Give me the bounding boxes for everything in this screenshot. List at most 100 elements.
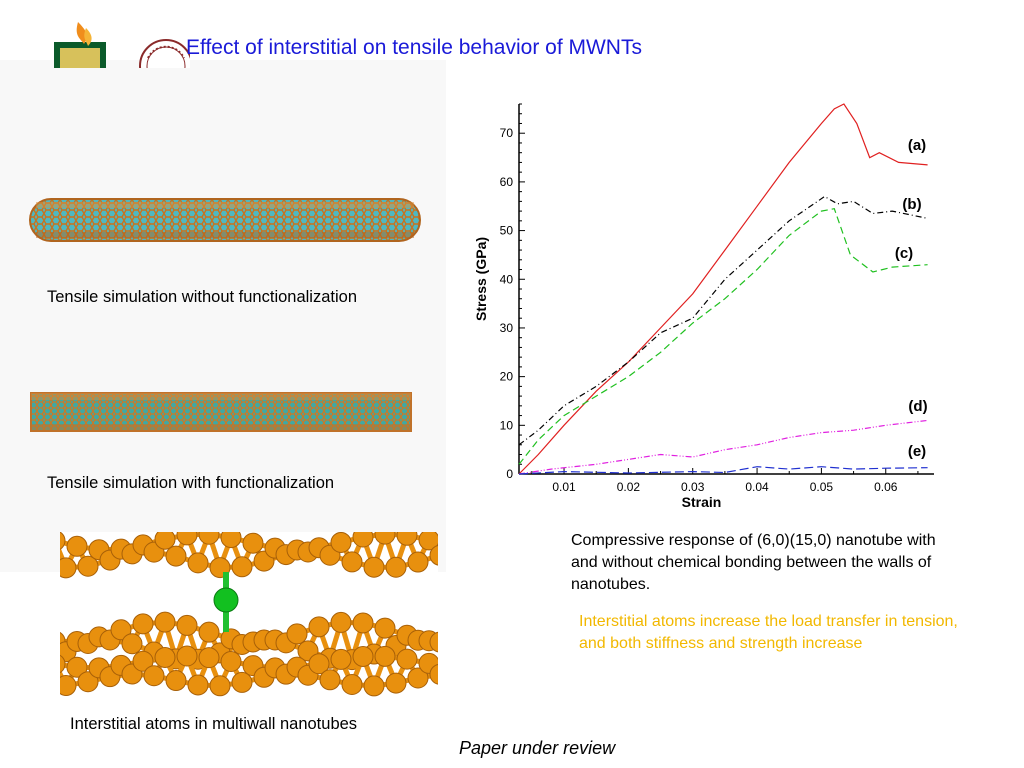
carbon-atom xyxy=(154,532,176,550)
carbon-atom-lattice xyxy=(60,532,438,697)
y-tick-label: 70 xyxy=(500,126,514,140)
carbon-atom xyxy=(363,675,385,697)
carbon-atom xyxy=(374,617,396,639)
x-tick-label: 0.05 xyxy=(810,480,834,494)
carbon-atom xyxy=(341,551,363,573)
y-tick-label: 40 xyxy=(500,272,514,286)
university-logos xyxy=(54,22,190,68)
series-line-0 xyxy=(518,103,928,475)
x-tick-label: 0.03 xyxy=(681,480,705,494)
carbon-atom xyxy=(60,654,66,674)
interstitial-conclusion-text: Interstitial atoms increase the load tra… xyxy=(579,613,958,652)
carbon-atom xyxy=(308,653,330,675)
carbon-atom xyxy=(220,532,242,549)
chart-series xyxy=(518,103,928,475)
caption-with-functionalization: Tensile simulation with functionalizatio… xyxy=(47,474,335,492)
y-axis-label: Stress (GPa) xyxy=(473,237,489,321)
carbon-atom xyxy=(143,665,165,687)
carbon-atom xyxy=(396,648,418,670)
carbon-atom xyxy=(132,613,154,635)
y-tick-label: 50 xyxy=(500,224,514,238)
carbon-atom xyxy=(242,532,264,554)
carbon-atom xyxy=(231,671,253,693)
stress-strain-chart: 0 10 20 30 40 50 60 70 0.01 0.02 0.03 0.04 0.05 0.06 S… xyxy=(473,103,934,510)
carbon-atom xyxy=(429,631,438,653)
carbon-atom xyxy=(60,557,77,579)
interstitial-atoms-image xyxy=(60,532,438,698)
carbon-atom xyxy=(66,535,88,557)
carbon-atom xyxy=(121,633,143,655)
carbon-atom xyxy=(110,619,132,641)
y-tick-label: 10 xyxy=(500,418,514,432)
carbon-atom xyxy=(176,614,198,636)
series-label-0: (a) xyxy=(908,137,926,154)
carbon-atom xyxy=(352,645,374,667)
x-tick-label: 0.04 xyxy=(745,480,769,494)
carbon-atom xyxy=(77,671,99,693)
x-tick-label: 0.01 xyxy=(552,480,576,494)
carbon-atom xyxy=(176,645,198,667)
series-label-4: (e) xyxy=(908,443,926,460)
carbon-atom xyxy=(407,551,429,573)
series-line-2 xyxy=(518,208,928,465)
carbon-atom xyxy=(187,552,209,574)
carbon-atom xyxy=(352,612,374,634)
carbon-atom xyxy=(363,556,385,578)
compressive-response-text: Compressive response of (6,0)(15,0) nano… xyxy=(571,532,936,593)
carbon-atom xyxy=(132,650,154,672)
slide-title: Effect of interstitial on tensile behavi… xyxy=(186,36,642,59)
series-label-1: (b) xyxy=(902,196,921,213)
carbon-atom xyxy=(209,675,231,697)
chart-axes: 0 10 20 30 40 50 60 70 0.01 0.02 0.03 0.04 0.05 0.06 S… xyxy=(473,103,934,510)
y-tick-label: 60 xyxy=(500,175,514,189)
carbon-atom xyxy=(198,647,220,669)
carbon-atom xyxy=(198,532,220,545)
carbon-atom xyxy=(374,532,396,545)
caption-interstitial-atoms: Interstitial atoms in multiwall nanotube… xyxy=(70,715,358,733)
x-tick-label: 0.02 xyxy=(617,480,641,494)
carbon-atom xyxy=(385,556,407,578)
carbon-atom xyxy=(176,532,198,546)
carbon-atom xyxy=(154,646,176,668)
carbon-atom xyxy=(330,648,352,670)
shield-logo xyxy=(54,22,106,68)
caption-without-functionalization: Tensile simulation without functionaliza… xyxy=(47,288,358,306)
carbon-atom xyxy=(385,672,407,694)
carbon-atom xyxy=(429,545,438,566)
carbon-atom xyxy=(396,532,418,546)
carbon-atom xyxy=(429,664,438,685)
simulation-panel xyxy=(0,60,446,572)
paper-under-review: Paper under review xyxy=(459,738,616,758)
carbon-atom xyxy=(220,651,242,673)
carbon-atom xyxy=(341,673,363,695)
carbon-atom xyxy=(407,667,429,689)
carbon-atom xyxy=(66,656,88,678)
carbon-atom xyxy=(308,616,330,638)
series-label-3: (d) xyxy=(908,398,927,415)
x-tick-label: 0.06 xyxy=(874,480,898,494)
carbon-atom xyxy=(154,611,176,633)
nanotube-image-with xyxy=(30,392,412,432)
carbon-atom xyxy=(286,623,308,645)
carbon-atom xyxy=(231,556,253,578)
carbon-atom xyxy=(60,532,66,550)
carbon-atom xyxy=(60,675,77,697)
series-line-3 xyxy=(518,419,928,475)
carbon-atom xyxy=(187,674,209,696)
y-tick-label: 0 xyxy=(506,467,513,481)
seal-logo xyxy=(139,39,190,68)
interstitial-atom xyxy=(213,587,239,613)
carbon-atom xyxy=(198,621,220,643)
carbon-atom xyxy=(319,669,341,691)
carbon-atom xyxy=(352,532,374,548)
carbon-atom xyxy=(165,670,187,692)
carbon-atom xyxy=(165,545,187,567)
carbon-atom xyxy=(330,611,352,633)
nanotube-image-without xyxy=(29,198,421,242)
series-line-4 xyxy=(518,466,928,475)
y-tick-label: 20 xyxy=(500,370,514,384)
series-line-1 xyxy=(518,195,928,446)
carbon-atom xyxy=(374,645,396,667)
carbon-atom xyxy=(330,532,352,553)
carbon-atom xyxy=(418,532,438,551)
